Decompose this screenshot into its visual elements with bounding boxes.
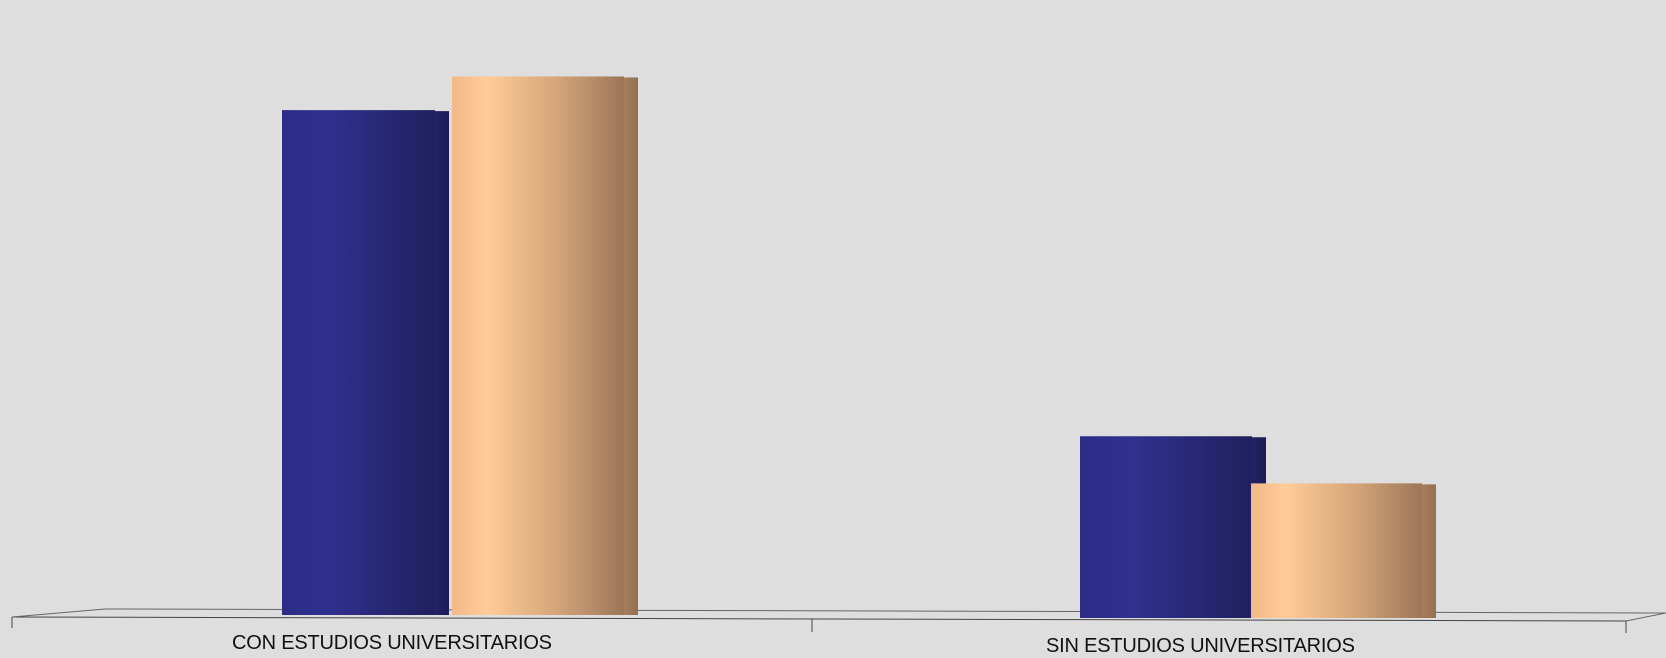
x-axis-right-edge — [1625, 612, 1666, 622]
bar-sin-estudios-series-2 — [1251, 483, 1422, 618]
x-tick-label-con-estudios: CON ESTUDIOS UNIVERSITARIOS — [232, 632, 552, 654]
bar-side-sin-estudios-series-2 — [1420, 484, 1436, 618]
bar-con-estudios-series-1 — [282, 110, 435, 615]
bar-side-con-estudios-series-1 — [433, 111, 449, 615]
bar-group — [282, 76, 1436, 618]
bar-con-estudios-series-2 — [452, 76, 624, 615]
bar-sin-estudios-series-1 — [1080, 436, 1252, 618]
x-axis-front — [11, 616, 1627, 622]
bar-side-con-estudios-series-2 — [622, 77, 638, 615]
x-axis-left-edge — [11, 608, 106, 618]
x-tick-label-sin-estudios: SIN ESTUDIOS UNIVERSITARIOS — [1046, 635, 1355, 657]
